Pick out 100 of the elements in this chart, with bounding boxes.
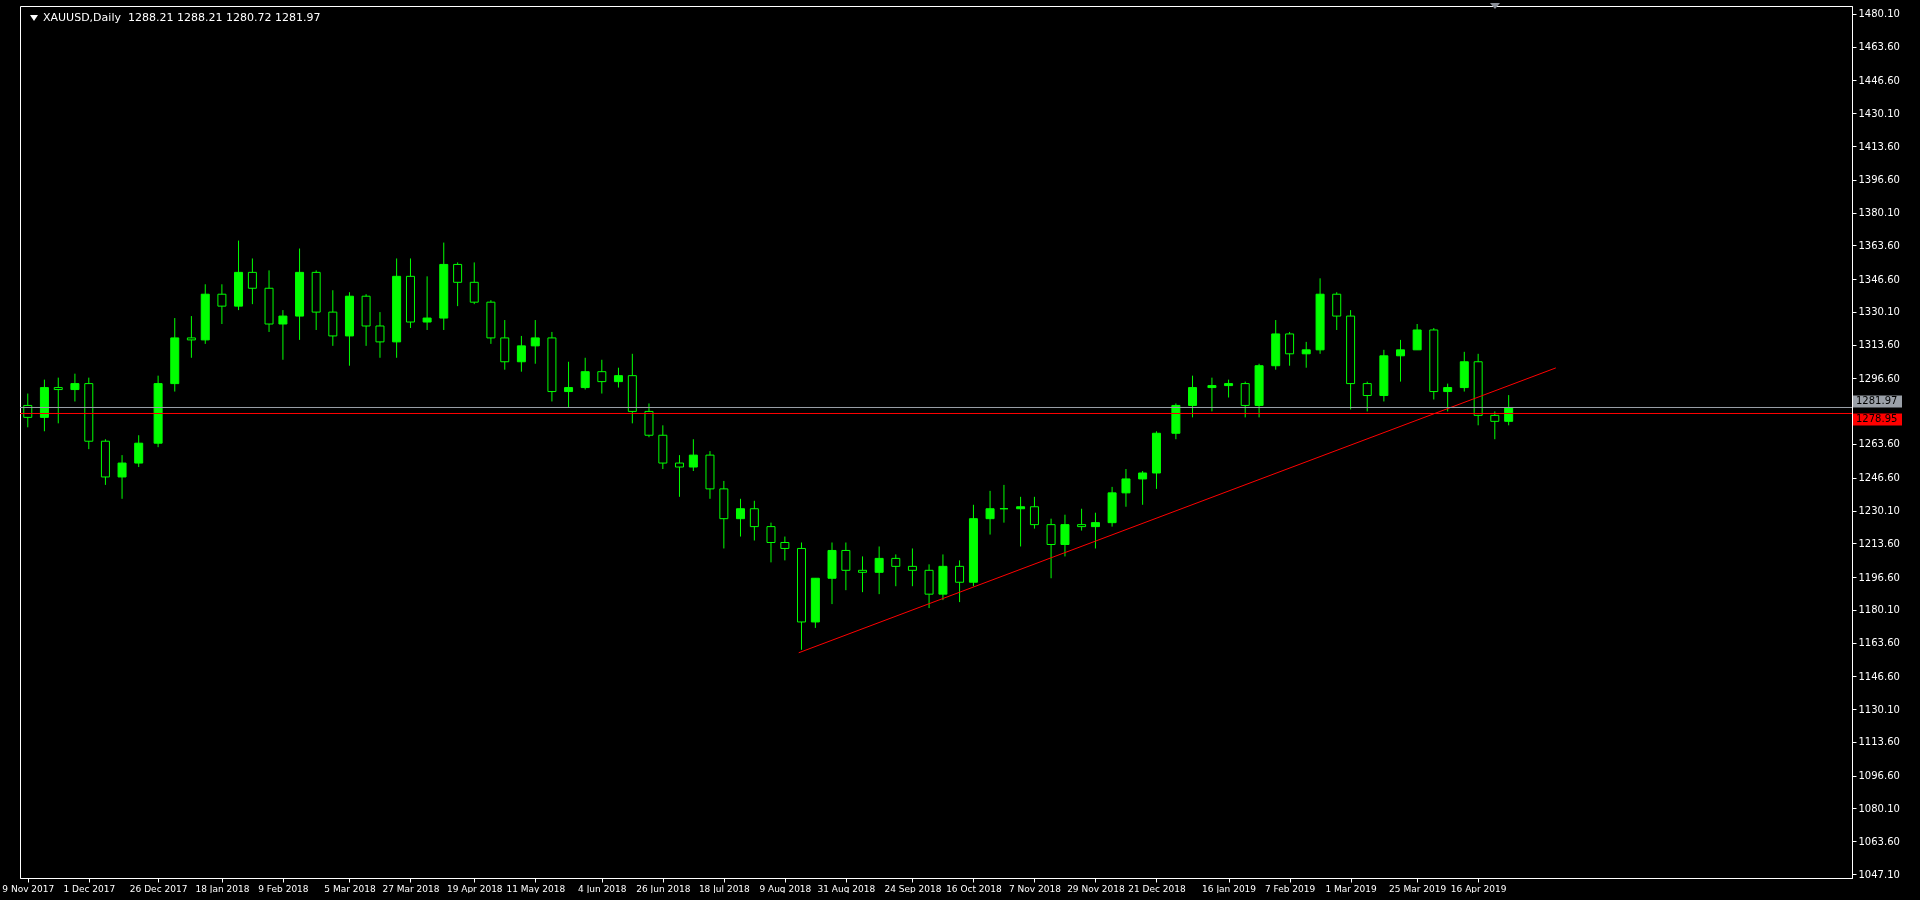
candlestick <box>564 361 574 408</box>
y-tick-label: 1346.60 <box>1858 273 1900 285</box>
y-tick-label: 1363.60 <box>1858 239 1900 251</box>
candlestick <box>1046 518 1056 579</box>
candlestick <box>247 257 257 305</box>
x-tick-label: 25 Mar 2019 <box>1389 883 1447 894</box>
x-tick-label: 18 Jul 2018 <box>698 883 751 894</box>
y-tick-label: 1113.60 <box>1858 736 1900 748</box>
candlestick <box>780 536 790 561</box>
y-tick-label: 1080.10 <box>1858 802 1900 814</box>
candlestick <box>70 373 80 402</box>
x-tick-label: 26 Dec 2017 <box>129 883 188 894</box>
candlestick <box>841 542 851 591</box>
x-tick-label: 9 Aug 2018 <box>759 883 812 894</box>
y-tick-label: 1330.10 <box>1858 306 1900 318</box>
y-tick-label: 1130.10 <box>1858 703 1900 715</box>
x-tick-label: 27 Mar 2018 <box>382 883 440 894</box>
y-tick-label: 1313.60 <box>1858 339 1900 351</box>
ref-line-label: 1281.97 <box>1856 395 1898 407</box>
candlestick <box>422 275 432 331</box>
x-tick-label: 18 Jan 2018 <box>195 883 250 894</box>
y-tick-label: 1380.10 <box>1858 207 1900 219</box>
candlestick <box>1090 512 1100 549</box>
candlestick <box>453 261 463 307</box>
candlestick <box>516 335 526 373</box>
candlestick <box>1138 470 1148 506</box>
y-tick-label: 1096.60 <box>1858 770 1900 782</box>
x-tick-label: 21 Dec 2018 <box>1128 883 1186 894</box>
y-tick-label: 1296.60 <box>1858 372 1900 384</box>
candlestick <box>955 559 965 603</box>
y-tick-label: 1230.10 <box>1858 505 1900 517</box>
candlestick <box>134 434 144 468</box>
candlestick <box>1060 514 1070 557</box>
x-tick-label: 7 Feb 2019 <box>1264 883 1316 894</box>
candlestick <box>186 315 196 359</box>
x-tick-label: 16 Oct 2018 <box>946 883 1003 894</box>
x-tick-label: 5 Mar 2018 <box>324 883 376 894</box>
x-tick-label: 4 Jun 2018 <box>578 883 627 894</box>
candlestick <box>53 377 63 424</box>
y-tick-label: 1180.10 <box>1858 604 1900 616</box>
candlestick <box>1029 496 1039 530</box>
chart-title: XAUUSD,Daily 1288.21 1288.21 1280.72 1281.97 <box>43 11 321 24</box>
candlestick <box>907 547 917 587</box>
candlestick <box>1301 341 1311 369</box>
x-tick-label: 16 Jan 2019 <box>1202 883 1257 894</box>
candlestick <box>1285 331 1295 367</box>
x-tick-label: 1 Mar 2019 <box>1325 883 1378 894</box>
candlestick <box>766 522 776 563</box>
y-tick-label: 1047.10 <box>1858 868 1900 880</box>
x-tick-label: 19 Apr 2018 <box>446 883 503 894</box>
y-tick-label: 1430.10 <box>1858 107 1900 119</box>
x-tick-label: 16 Apr 2019 <box>1450 883 1507 894</box>
candlestick <box>217 283 227 325</box>
x-tick-label: 9 Nov 2017 <box>2 883 55 894</box>
y-tick-label: 1396.60 <box>1858 174 1900 186</box>
y-tick-label: 1246.60 <box>1858 472 1900 484</box>
x-tick-label: 1 Dec 2017 <box>63 883 116 894</box>
candlestick <box>1188 375 1198 418</box>
candlestick <box>500 319 510 371</box>
candlestick <box>644 402 654 438</box>
candlestick <box>375 311 385 359</box>
candlestick <box>858 555 868 593</box>
x-tick-label: 29 Nov 2018 <box>1067 883 1126 894</box>
candlestick <box>278 309 288 361</box>
y-tick-label: 1263.60 <box>1858 438 1900 450</box>
x-tick-label: 7 Nov 2018 <box>1008 883 1062 894</box>
y-tick-label: 1446.60 <box>1858 74 1900 86</box>
y-tick-label: 1196.60 <box>1858 571 1900 583</box>
candlestick <box>1121 468 1131 508</box>
candlestick <box>328 289 338 347</box>
candlestick <box>1207 377 1217 412</box>
candlestick <box>924 563 934 609</box>
candlestick <box>1443 383 1453 412</box>
candlestick <box>1412 323 1422 351</box>
y-tick-label: 1063.60 <box>1858 835 1900 847</box>
candlestick <box>735 498 745 538</box>
x-tick-label: 26 Jun 2018 <box>636 883 691 894</box>
candlestick <box>1490 410 1500 440</box>
candlestick <box>597 359 607 395</box>
candlestick <box>469 261 479 305</box>
candlestick <box>580 357 590 391</box>
candlestick <box>530 319 540 365</box>
y-tick-label: 1146.60 <box>1858 670 1900 682</box>
candlestick <box>891 553 901 587</box>
candlestick <box>613 367 623 389</box>
candlestick <box>1016 496 1026 547</box>
candlestick <box>1332 291 1342 331</box>
x-tick-label: 9 Feb 2018 <box>258 883 309 894</box>
x-tick-label: 24 Sep 2018 <box>884 883 942 894</box>
y-tick-label: 1413.60 <box>1858 140 1900 152</box>
candlestick <box>1077 508 1087 532</box>
candlestick <box>117 454 127 500</box>
y-tick-label: 1213.60 <box>1858 537 1900 549</box>
candlestick <box>874 545 884 595</box>
candlestick <box>1240 381 1250 418</box>
ref-line-label: 1278.95 <box>1856 413 1898 425</box>
x-tick-label: 11 May 2018 <box>506 883 566 894</box>
y-tick-label: 1463.60 <box>1858 41 1900 53</box>
candlestick <box>674 454 684 498</box>
candlestick <box>1362 381 1372 412</box>
